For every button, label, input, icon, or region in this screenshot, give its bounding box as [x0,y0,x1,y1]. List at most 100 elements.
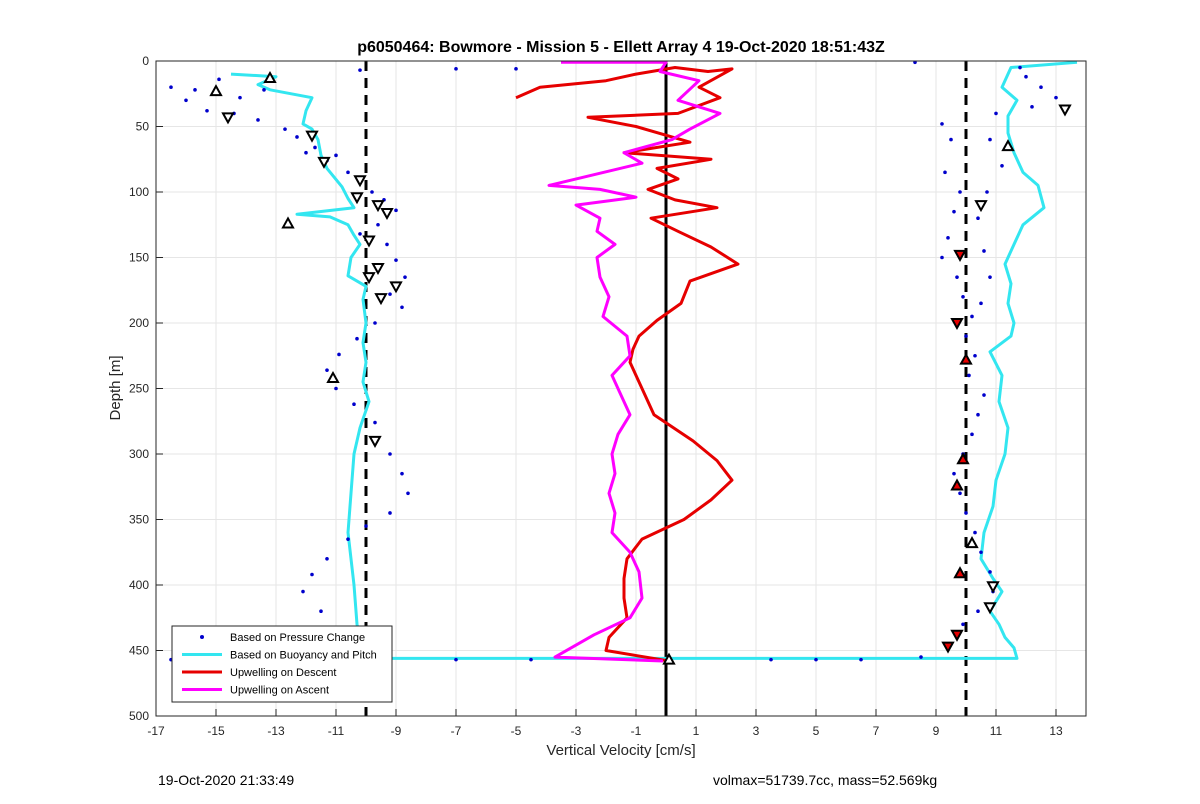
x-tick-label: -13 [267,724,285,738]
triangle-marker [953,249,967,262]
triangle-marker [950,478,964,491]
pressure-change-point [988,137,992,142]
pressure-change-point [352,402,356,407]
x-axis-label: Vertical Velocity [cm/s] [546,742,695,759]
x-tick-label: 5 [813,724,820,738]
pressure-change-point [388,511,392,515]
pressure-change-point [994,111,998,116]
pressure-change-point [295,135,299,139]
triangle-marker [974,200,988,213]
pressure-change-point [454,657,458,662]
pressure-change-point [325,557,329,561]
triangle-marker [350,192,364,205]
pressure-change-point [319,609,323,613]
triangle-marker [986,581,1000,594]
pressure-change-point [949,137,953,142]
footer-volmax-mass: volmax=51739.7cc, mass=52.569kg [713,772,938,788]
pressure-change-point [346,537,350,541]
legend-label: Upwelling on Descent [230,667,336,679]
pressure-change-point [988,570,992,574]
pressure-change-point [313,145,317,150]
pressure-change-point [385,242,389,247]
pressure-change-point [970,432,974,437]
x-tick-label: -11 [328,724,345,738]
pressure-change-point [394,208,398,213]
pressure-change-point [193,88,197,92]
legend-label: Upwelling on Ascent [230,685,329,697]
y-tick-label: 350 [129,513,149,527]
pressure-change-point [301,589,305,594]
x-tick-label: -1 [631,724,642,738]
y-tick-label: 200 [129,316,149,330]
series-line-upwelling-on-descent [515,66,740,663]
y-tick-label: 300 [129,447,149,461]
y-tick-label: 0 [142,54,149,68]
pressure-change-point [967,373,971,378]
triangle-marker [353,175,367,188]
pressure-change-point [376,222,380,227]
pressure-change-point [346,170,350,175]
triangle-marker [950,629,964,642]
pressure-change-point [979,301,983,306]
triangle-marker [305,130,319,143]
pressure-change-point [256,118,260,122]
pressure-change-point [529,657,533,662]
pressure-change-point [940,122,944,126]
triangle-marker [317,156,331,169]
pressure-change-point [964,334,968,338]
pressure-change-point [970,314,974,319]
axis-ticks: -17 -15 -13 -11 -9 -7 -5 -3 -1 1 3 5 7 9 11 13050100150… [129,54,1063,738]
pressure-change-point [283,127,287,131]
pressure-change-point [334,386,338,391]
pressure-change-point [982,249,986,253]
triangle-marker [263,70,277,84]
pressure-change-point [919,655,923,659]
pressure-change-point [364,524,368,528]
triangle-marker [362,235,376,248]
pressure-change-point [961,622,965,627]
pressure-change-point [373,321,377,325]
y-tick-label: 450 [129,644,149,658]
x-tick-label: -9 [391,724,402,738]
pressure-change-point [403,275,407,279]
y-tick-label: 500 [129,709,149,723]
pressure-change-point [394,258,398,262]
legend: Based on Pressure Change Based on Buoyanc… [171,625,393,703]
triangle-marker [368,435,382,448]
x-tick-label: -15 [207,724,225,738]
x-tick-label: -5 [511,724,522,738]
pressure-change-point [358,232,362,236]
triangle-marker [662,652,676,665]
triangle-marker [959,352,973,365]
pressure-change-point [388,292,392,296]
triangle-marker [326,370,340,384]
pressure-change-point [973,353,977,358]
pressure-change-point [940,255,944,260]
pressure-change-point [184,98,188,103]
pressure-change-point [1000,164,1004,168]
triangle-marker [956,452,970,465]
pressure-change-point [514,67,518,71]
pressure-change-point [913,61,917,65]
triangle-marker [941,641,955,654]
y-tick-label: 150 [129,251,149,265]
footer-timestamp: 19-Oct-2020 21:33:49 [158,772,295,788]
pressure-change-point [1024,74,1028,79]
pressure-change-point [373,420,377,425]
pressure-change-point [982,393,986,397]
pressure-change-point [169,85,173,89]
triangle-marker [950,318,964,331]
x-tick-label: 11 [990,724,1003,738]
x-tick-label: 1 [693,724,700,738]
legend-label: Based on Pressure Change [230,632,365,644]
pressure-change-point [985,190,989,194]
pressure-change-point [262,88,266,92]
pressure-change-point [388,452,392,456]
x-tick-label: -3 [571,724,582,738]
triangle-marker [1058,104,1072,117]
pressure-change-point [238,95,242,100]
pressure-change-point [358,68,362,72]
triangle-marker [221,112,235,125]
pressure-change-point [859,657,863,662]
